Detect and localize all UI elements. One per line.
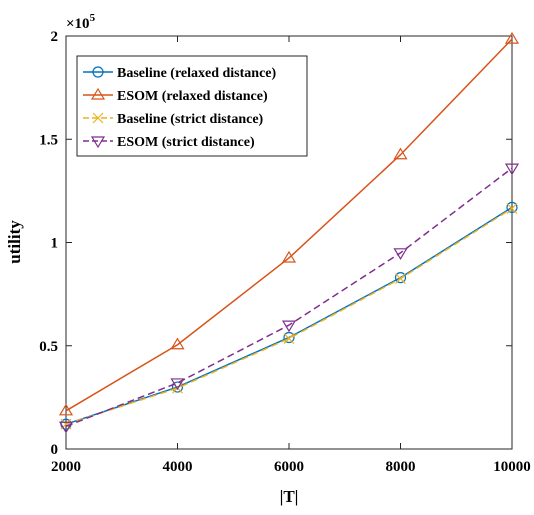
data-point	[504, 163, 520, 176]
data-point	[395, 273, 406, 285]
data-point	[92, 66, 104, 78]
series-line	[65, 167, 513, 427]
data-point	[90, 136, 106, 149]
x-tick-label: 6000	[274, 459, 304, 475]
data-point	[90, 87, 106, 100]
series-line	[65, 207, 513, 425]
y-axis-label: utility	[5, 220, 24, 264]
data-point	[58, 421, 74, 434]
x-axis-label: |T|	[280, 487, 299, 506]
data-point	[92, 112, 104, 124]
data-point	[394, 272, 407, 284]
y-tick-label: 1	[51, 236, 59, 252]
y-tick-label: 0.5	[39, 339, 58, 355]
data-point	[58, 403, 74, 416]
data-point	[506, 203, 518, 214]
data-point	[170, 378, 185, 391]
legend-label: Baseline (relaxed distance)	[117, 66, 277, 81]
series-layer	[58, 31, 520, 434]
y-tick-label: 0	[51, 442, 59, 458]
data-point	[506, 201, 518, 213]
x-tick-label: 2000	[51, 459, 81, 475]
data-point	[283, 331, 295, 344]
y-tick-label: 1.5	[39, 132, 58, 148]
x-tick-label: 8000	[386, 459, 416, 475]
data-point	[281, 320, 297, 333]
y-exponent-power: 5	[90, 12, 96, 24]
legend-label: Baseline (strict distance)	[117, 112, 264, 127]
x-tick-label: 10000	[493, 459, 531, 475]
series-line	[65, 38, 513, 412]
data-point	[504, 31, 520, 44]
data-point	[393, 248, 408, 260]
series-1	[58, 31, 520, 416]
legend-label: ESOM (strict distance)	[117, 135, 255, 150]
data-point	[393, 147, 408, 160]
data-point	[283, 333, 295, 344]
legend-box	[76, 55, 308, 157]
x-tick-label: 4000	[163, 459, 193, 475]
data-point	[281, 250, 297, 263]
series-3	[58, 163, 520, 434]
data-point	[170, 337, 185, 350]
y-tick-label: 2	[51, 29, 59, 45]
legend-label: ESOM (relaxed distance)	[117, 89, 268, 104]
axis-ticks: 2000 4000 6000 8000 10000 0 0.5 1 1.5 2	[39, 29, 531, 475]
legend: Baseline (relaxed distance) ESOM (relaxed…	[76, 55, 308, 157]
y-exponent-label: ×105	[66, 12, 96, 32]
data-point	[171, 381, 184, 393]
